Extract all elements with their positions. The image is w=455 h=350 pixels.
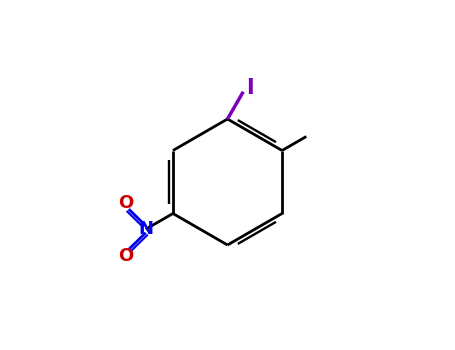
Text: O: O [118,194,133,212]
Text: O: O [118,247,133,265]
Text: N: N [138,220,153,238]
Text: I: I [246,77,253,98]
